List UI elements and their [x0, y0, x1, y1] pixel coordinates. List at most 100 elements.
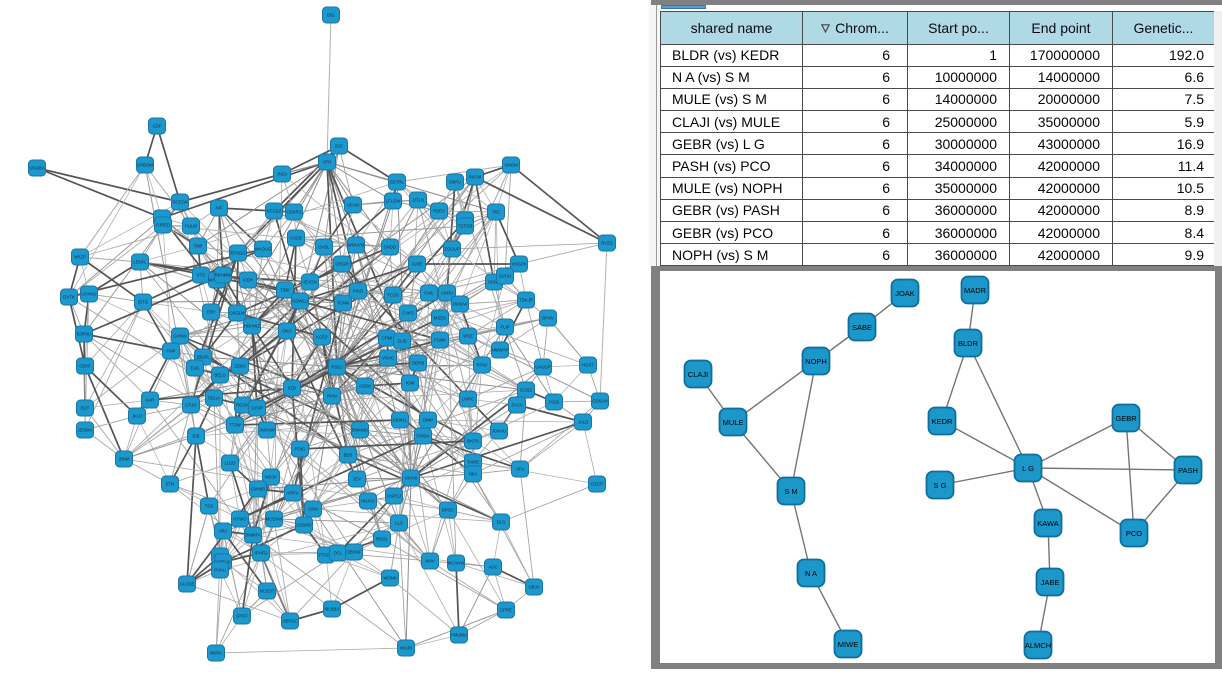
svg-text:LLS: LLS: [395, 521, 403, 526]
svg-text:OCL: OCL: [334, 551, 343, 556]
svg-text:JNVUW: JNVUW: [259, 428, 275, 433]
svg-text:PJRED: PJRED: [156, 223, 170, 228]
svg-text:VFA: VFA: [516, 467, 524, 472]
svg-text:POIG: POIG: [295, 447, 306, 452]
svg-text:LLUD: LLUD: [225, 461, 236, 466]
svg-text:WNVVM: WNVVM: [348, 243, 365, 248]
svg-text:EIB: EIB: [193, 434, 200, 439]
svg-text:UBJA: UBJA: [529, 585, 540, 590]
svg-text:RTAV: RTAV: [477, 363, 488, 368]
svg-text:ZLIS: ZLIS: [397, 339, 406, 344]
svg-text:FMP: FMP: [166, 349, 175, 354]
svg-text:OKIDW: OKIDW: [453, 302, 469, 307]
svg-text:MCENW: MCENW: [266, 517, 284, 522]
svg-text:JGNVU: JGNVU: [492, 429, 507, 434]
svg-text:IPHFD: IPHFD: [255, 551, 268, 556]
svg-text:EPH: EPH: [207, 310, 216, 315]
svg-text:WUJB: WUJB: [400, 646, 412, 651]
svg-text:BKPS: BKPS: [467, 439, 479, 444]
svg-text:DVTK: DVTK: [63, 295, 75, 300]
svg-text:BMMTA: BMMTA: [245, 533, 260, 538]
svg-text:WSE: WSE: [463, 334, 473, 339]
svg-text:JABE: JABE: [1041, 578, 1060, 587]
svg-text:ARJ: ARJ: [219, 529, 227, 534]
svg-text:ETN: ETN: [166, 482, 175, 487]
svg-text:AGC: AGC: [488, 565, 497, 570]
svg-text:TIDK: TIDK: [280, 288, 290, 293]
svg-text:RSEV: RSEV: [433, 209, 445, 214]
svg-text:GSKRS: GSKRS: [286, 210, 301, 215]
svg-text:RDOL: RDOL: [376, 537, 389, 542]
svg-text:JNZA: JNZA: [277, 172, 288, 177]
svg-text:LENFL: LENFL: [133, 260, 147, 265]
svg-text:GLCDE: GLCDE: [180, 582, 195, 587]
svg-text:JBGPL: JBGPL: [196, 355, 210, 360]
svg-text:ZGOUP: ZGOUP: [444, 247, 459, 252]
svg-text:EPSGG: EPSGG: [230, 251, 246, 256]
svg-text:USPCJ: USPCJ: [387, 494, 401, 499]
svg-text:MNPA: MNPA: [210, 651, 222, 656]
svg-text:EAG: EAG: [190, 366, 200, 371]
svg-text:CPMI: CPMI: [382, 336, 393, 341]
svg-text:NMWHP: NMWHP: [492, 348, 509, 353]
svg-text:MLBBA: MLBBA: [325, 607, 340, 612]
svg-text:BPOC: BPOC: [442, 508, 454, 513]
svg-text:BVZG: BVZG: [601, 241, 613, 246]
svg-text:JJTLN: JJTLN: [412, 198, 424, 203]
svg-text:HKA: HKA: [469, 472, 478, 477]
svg-text:ANOU: ANOU: [441, 291, 453, 296]
svg-text:GKWLL: GKWLL: [392, 418, 408, 423]
svg-text:BDS: BDS: [344, 453, 353, 458]
svg-text:GOSZ: GOSZ: [520, 388, 533, 393]
svg-text:UEAN: UEAN: [347, 203, 359, 208]
svg-text:MADR: MADR: [964, 286, 987, 295]
svg-text:IAIR: IAIR: [146, 398, 154, 403]
svg-text:S M: S M: [784, 487, 797, 496]
svg-text:HGST: HGST: [582, 363, 594, 368]
svg-text:IDTG: IDTG: [138, 300, 149, 305]
svg-text:BFNV: BFNV: [542, 316, 554, 321]
svg-text:TTJW: TTJW: [229, 423, 241, 428]
svg-text:TCNN: TCNN: [337, 301, 349, 306]
svg-text:SMFU: SMFU: [449, 180, 461, 185]
svg-text:ZACV: ZACV: [511, 403, 523, 408]
svg-text:ODRB: ODRB: [412, 361, 425, 366]
svg-text:UVSL: UVSL: [318, 245, 330, 250]
svg-text:VMOM: VMOM: [504, 163, 518, 168]
svg-text:CVIL: CVIL: [424, 291, 434, 296]
svg-text:RGJSS: RGJSS: [236, 403, 250, 408]
svg-text:MSEN: MSEN: [434, 316, 446, 321]
svg-text:TCSS: TCSS: [387, 293, 399, 298]
svg-text:GPCF: GPCF: [236, 614, 248, 619]
svg-text:MULE: MULE: [723, 418, 744, 427]
svg-text:ZDMJ: ZDMJ: [234, 364, 245, 369]
svg-text:USSMV: USSMV: [296, 523, 311, 528]
svg-text:JEV: JEV: [353, 477, 361, 482]
svg-text:ICDH: ICDH: [243, 278, 254, 283]
svg-text:OKO: OKO: [282, 329, 292, 334]
svg-text:UAUGP: UAUGP: [535, 365, 550, 370]
svg-text:S G: S G: [934, 481, 947, 490]
svg-text:ODUA: ODUA: [208, 396, 221, 401]
svg-text:JALD: JALD: [578, 420, 589, 425]
svg-text:JEOMA: JEOMA: [78, 428, 93, 433]
svg-text:RSDJ: RSDJ: [331, 365, 342, 370]
svg-text:MCAHW: MCAHW: [448, 561, 466, 566]
svg-text:BJRNU: BJRNU: [77, 332, 91, 337]
svg-text:GDF: GDF: [152, 124, 161, 129]
svg-text:AGDK: AGDK: [359, 384, 371, 389]
svg-text:RKHMW: RKHMW: [215, 273, 233, 278]
svg-text:TDKJR: TDKJR: [519, 298, 533, 303]
svg-text:KCEP: KCEP: [316, 335, 328, 340]
svg-text:GKM: GKM: [308, 507, 318, 512]
svg-text:OEKF: OEKF: [79, 364, 91, 369]
svg-text:UNGBA: UNGBA: [29, 166, 44, 171]
svg-text:PJLB: PJLB: [549, 400, 559, 405]
svg-text:BJC: BJC: [335, 144, 343, 149]
svg-text:JKUJ: JKUJ: [132, 414, 142, 419]
svg-text:JOAK: JOAK: [895, 289, 915, 298]
svg-text:HDHWZ: HDHWZ: [244, 324, 260, 329]
svg-text:BSL: BSL: [327, 13, 336, 18]
svg-text:GRGR: GRGR: [336, 262, 349, 267]
svg-text:GEBR: GEBR: [1115, 414, 1137, 423]
